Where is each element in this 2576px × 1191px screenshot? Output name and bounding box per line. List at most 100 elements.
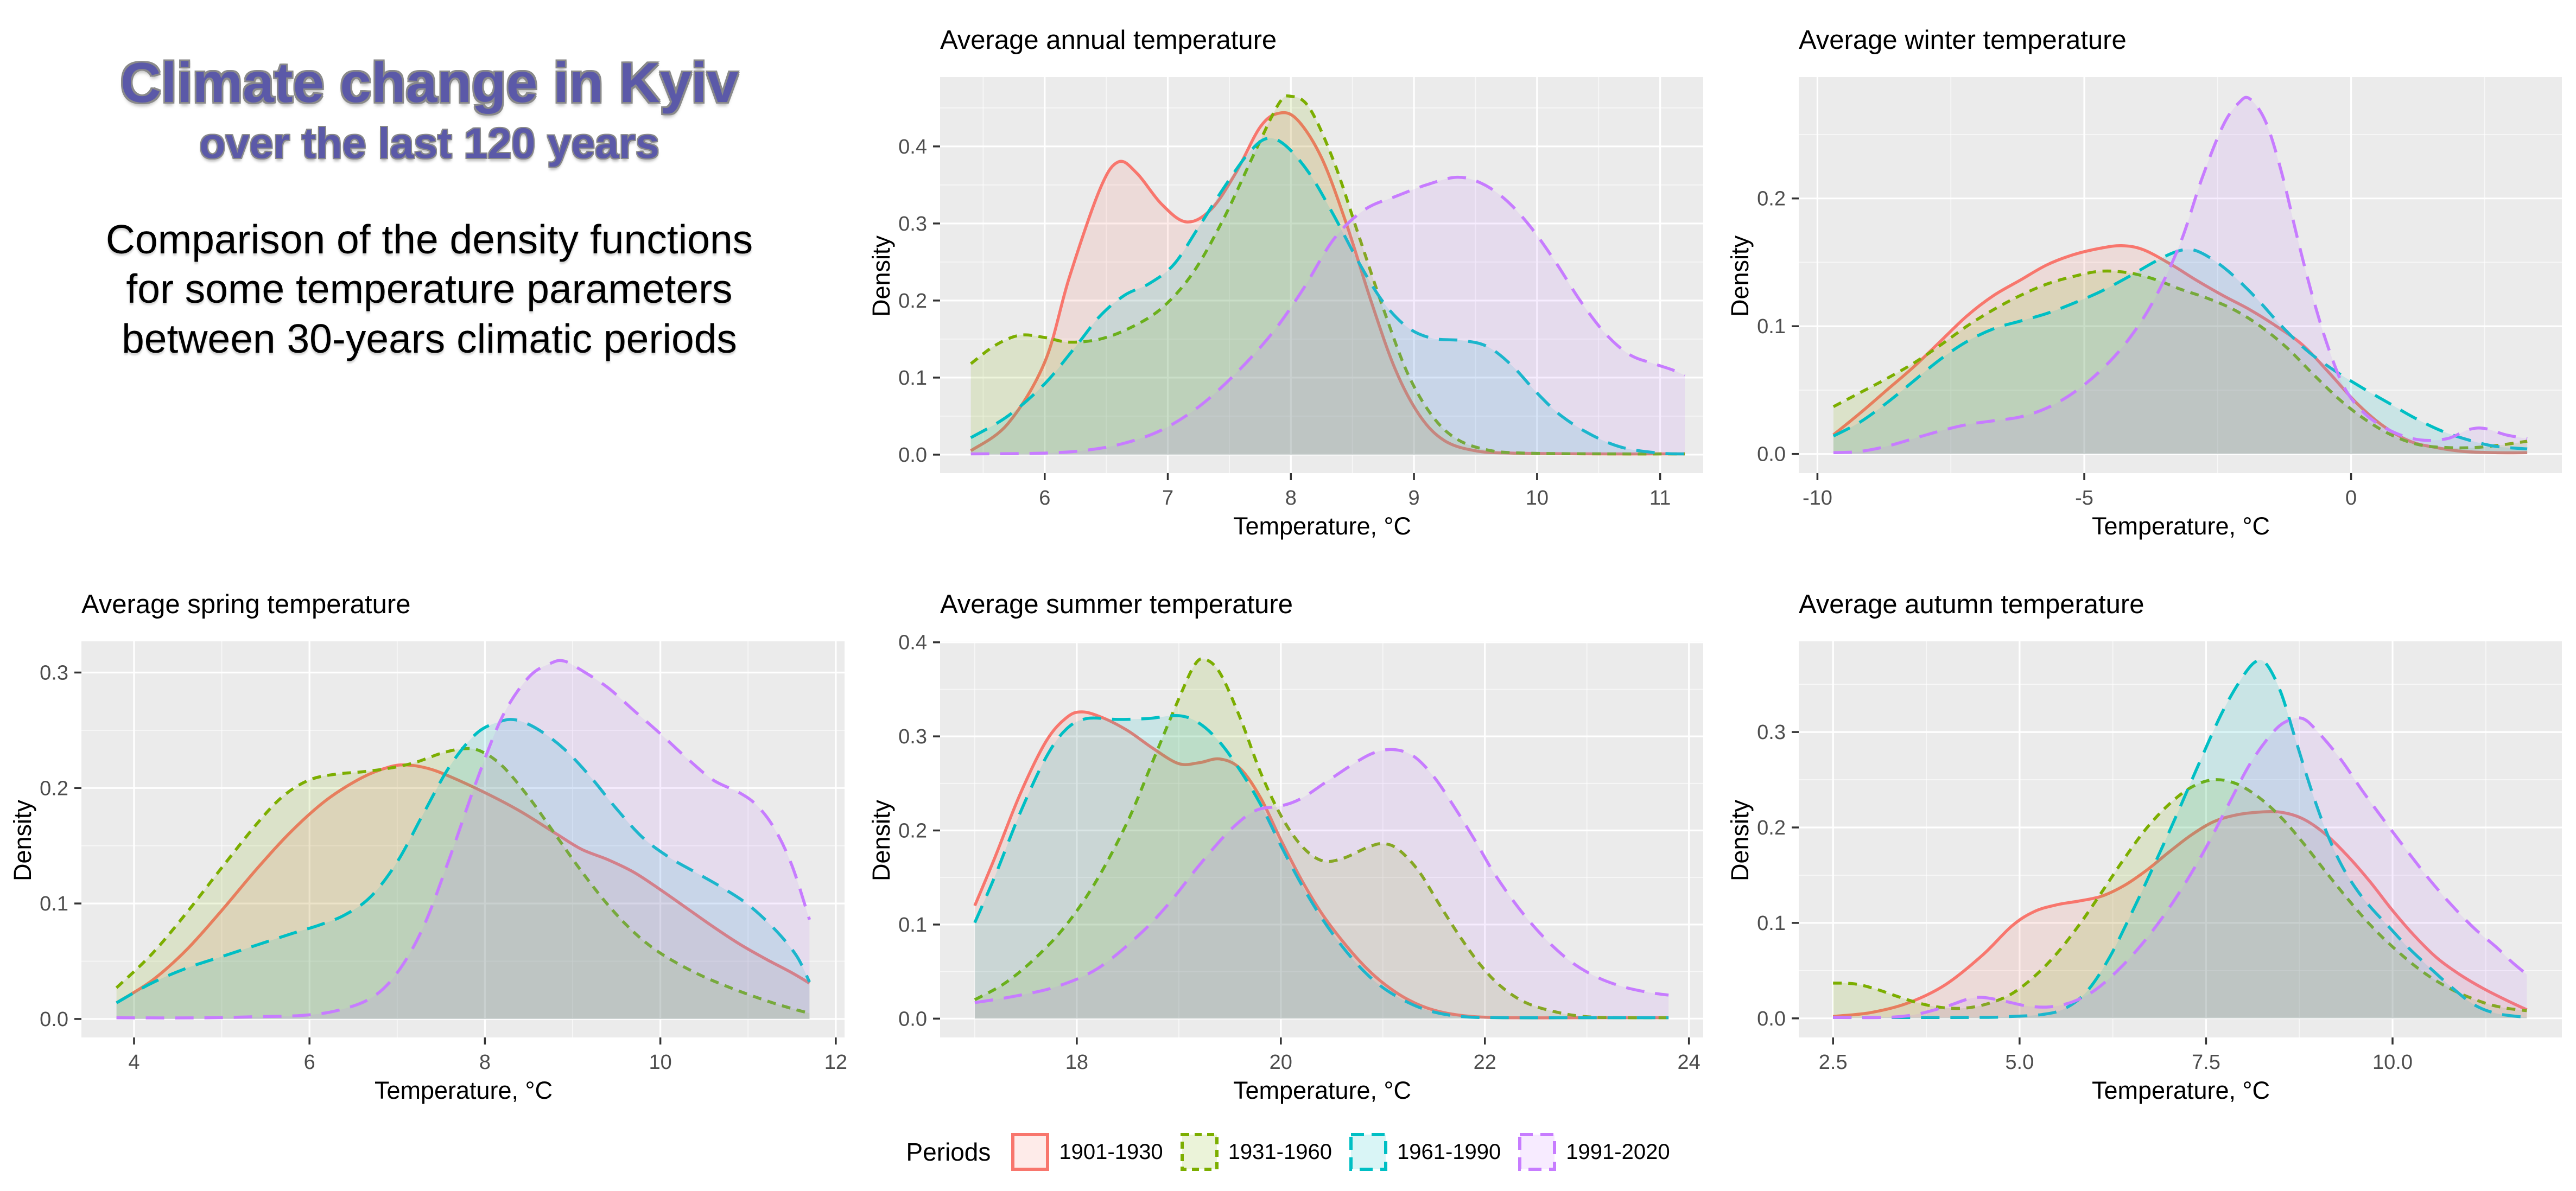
density-line-1991-2020: [970, 175, 1686, 456]
legend-key-rect: [1180, 1133, 1219, 1171]
y-tick-label: 0.4: [898, 136, 927, 158]
plot-area: [973, 657, 1669, 1020]
density-line-1931-1960: [115, 747, 810, 1015]
density-area-1901-1930: [974, 712, 1669, 1019]
y-tick-label: 0.2: [898, 820, 927, 843]
x-tick-labels: 6 7 8 9 10 11: [1039, 487, 1671, 509]
panel-background: [940, 77, 1703, 473]
x-axis-title: Temperature, °C: [2091, 1077, 2270, 1104]
y-tick-label: 0.3: [898, 725, 927, 748]
report-title-line2: over the last 120 years: [199, 118, 659, 167]
legend-title: Periods: [906, 1138, 991, 1166]
x-tick-label: 9: [1408, 487, 1420, 509]
x-tick-labels: 2.5 5.0 7.5 10.0: [1819, 1051, 2413, 1074]
plot-area: [115, 659, 811, 1020]
density-line-1991-2020: [116, 659, 811, 1020]
density-area-1931-1960: [1833, 779, 2527, 1018]
density-area-1961-1990: [974, 715, 1669, 1019]
legend-entry-1901-1930: 1901-1930: [1010, 1132, 1163, 1172]
x-tick-label: 18: [1065, 1051, 1088, 1074]
density-area-1931-1960: [116, 748, 810, 1019]
legend-key-rect: [1518, 1133, 1557, 1171]
density-line-1991-2020: [1833, 95, 2528, 455]
x-tick-label: -10: [1803, 487, 1832, 509]
y-tick-labels: 0.0 0.1 0.2 0.3 0.4: [898, 136, 927, 467]
x-tick-label: 24: [1678, 1051, 1701, 1074]
density-line-1931-1960: [970, 94, 1685, 456]
legend-entry-label: 1931-1960: [1228, 1139, 1332, 1164]
density-area-1931-1960: [1833, 271, 2528, 454]
panel-title: Average annual temperature: [940, 26, 1277, 55]
y-tick-label: 0.2: [1757, 188, 1786, 211]
legend-entry-label: 1991-2020: [1566, 1139, 1670, 1164]
density-plot-autumn: 2.5 5.0 7.5 10.0 0.0 0.1 0.2 0.3: [1757, 641, 2562, 1074]
grid-major: [81, 641, 845, 1037]
density-area-1901-1930: [116, 765, 810, 1019]
intro-block: Climate change in Kyiv over the last 120…: [0, 0, 859, 564]
density-area-1961-1990: [1833, 660, 2527, 1018]
axis-ticks: [1792, 731, 2394, 1044]
x-tick-label: 7: [1162, 487, 1173, 509]
density-plot-annual: 6 7 8 9 10 11 0.0 0.1 0.2 0.3 0.4: [898, 77, 1703, 509]
axis-ticks: [933, 145, 1661, 480]
chart-autumn-temperature: Average autumn temperature 2.5 5.0 7.5 10.0…: [1717, 576, 2576, 1119]
y-tick-label: 0.1: [898, 914, 927, 937]
x-tick-label: 10: [1526, 487, 1549, 509]
y-tick-labels: 0.0 0.1 0.2 0.3: [40, 661, 68, 1030]
y-axis-title: Density: [1726, 235, 1754, 317]
periods-legend: Periods 1901-1930 1931-1960 1961-1990 19…: [0, 1117, 2576, 1187]
density-plot-summer: 18 20 22 24 0.0 0.1 0.2 0.3 0.4: [898, 632, 1703, 1074]
x-tick-label: 12: [824, 1051, 847, 1074]
y-tick-label: 0.0: [1757, 1008, 1786, 1030]
density-line-1961-1990: [970, 136, 1685, 456]
y-axis-title: Density: [1726, 799, 1754, 882]
report-title: Climate change in Kyiv: [120, 52, 739, 114]
grid-major: [1799, 77, 2562, 473]
x-tick-label: 10: [649, 1051, 671, 1074]
legend-key-rect: [1011, 1133, 1050, 1171]
legend-key-swatch: [1011, 1133, 1050, 1171]
panel-background: [1799, 77, 2562, 473]
y-tick-label: 0.2: [898, 290, 927, 313]
x-tick-label: 8: [1285, 487, 1297, 509]
density-line-1901-1930: [116, 763, 810, 1004]
x-tick-label: 20: [1270, 1051, 1292, 1074]
y-tick-labels: 0.0 0.1 0.2 0.3: [1757, 721, 1786, 1030]
density-area-1991-2020: [116, 660, 810, 1019]
chart-summer-temperature: Average summer temperature 18 20 22 24 0.0 0.…: [859, 576, 1717, 1119]
density-line-1931-1960: [974, 657, 1669, 1020]
x-tick-label: 8: [479, 1051, 491, 1074]
y-tick-label: 0.1: [40, 893, 68, 915]
y-axis-title: Density: [9, 799, 36, 882]
legend-entry-label: 1961-1990: [1397, 1139, 1501, 1164]
density-area-1931-1960: [970, 95, 1685, 455]
x-tick-label: 10.0: [2372, 1051, 2413, 1074]
x-tick-label: -5: [2075, 487, 2093, 509]
legend-entry-1961-1990: 1961-1990: [1348, 1132, 1501, 1172]
legend-key-rect: [1349, 1133, 1387, 1171]
y-axis-title: Density: [867, 799, 895, 882]
y-tick-label: 0.4: [898, 632, 927, 654]
y-tick-label: 0.3: [1757, 721, 1786, 744]
report-subtitle-line: between 30-years climatic periods: [122, 315, 737, 361]
density-area-1901-1930: [970, 112, 1685, 455]
y-axis-title: Density: [867, 235, 895, 317]
y-tick-label: 0.1: [1757, 315, 1786, 338]
x-tick-label: 2.5: [1819, 1051, 1848, 1074]
y-tick-label: 0.0: [40, 1008, 68, 1031]
density-area-1991-2020: [1833, 97, 2528, 454]
y-tick-label: 0.3: [40, 661, 68, 684]
panel-title: Average spring temperature: [81, 590, 411, 619]
density-line-1931-1960: [1832, 269, 2528, 450]
x-tick-label: 6: [1039, 487, 1050, 509]
plot-area: [1832, 95, 2528, 455]
axis-ticks: [1792, 197, 2352, 480]
y-tick-label: 0.1: [1757, 912, 1786, 935]
panel-title: Average summer temperature: [940, 590, 1293, 619]
y-tick-label: 0.0: [898, 444, 927, 467]
density-area-1931-1960: [974, 659, 1669, 1019]
grid-minor: [1799, 641, 2562, 1037]
density-area-1961-1990: [970, 138, 1685, 455]
x-tick-labels: 4 6 8 10 12: [128, 1051, 847, 1074]
report-subtitle-line: for some temperature parameters: [126, 266, 733, 312]
